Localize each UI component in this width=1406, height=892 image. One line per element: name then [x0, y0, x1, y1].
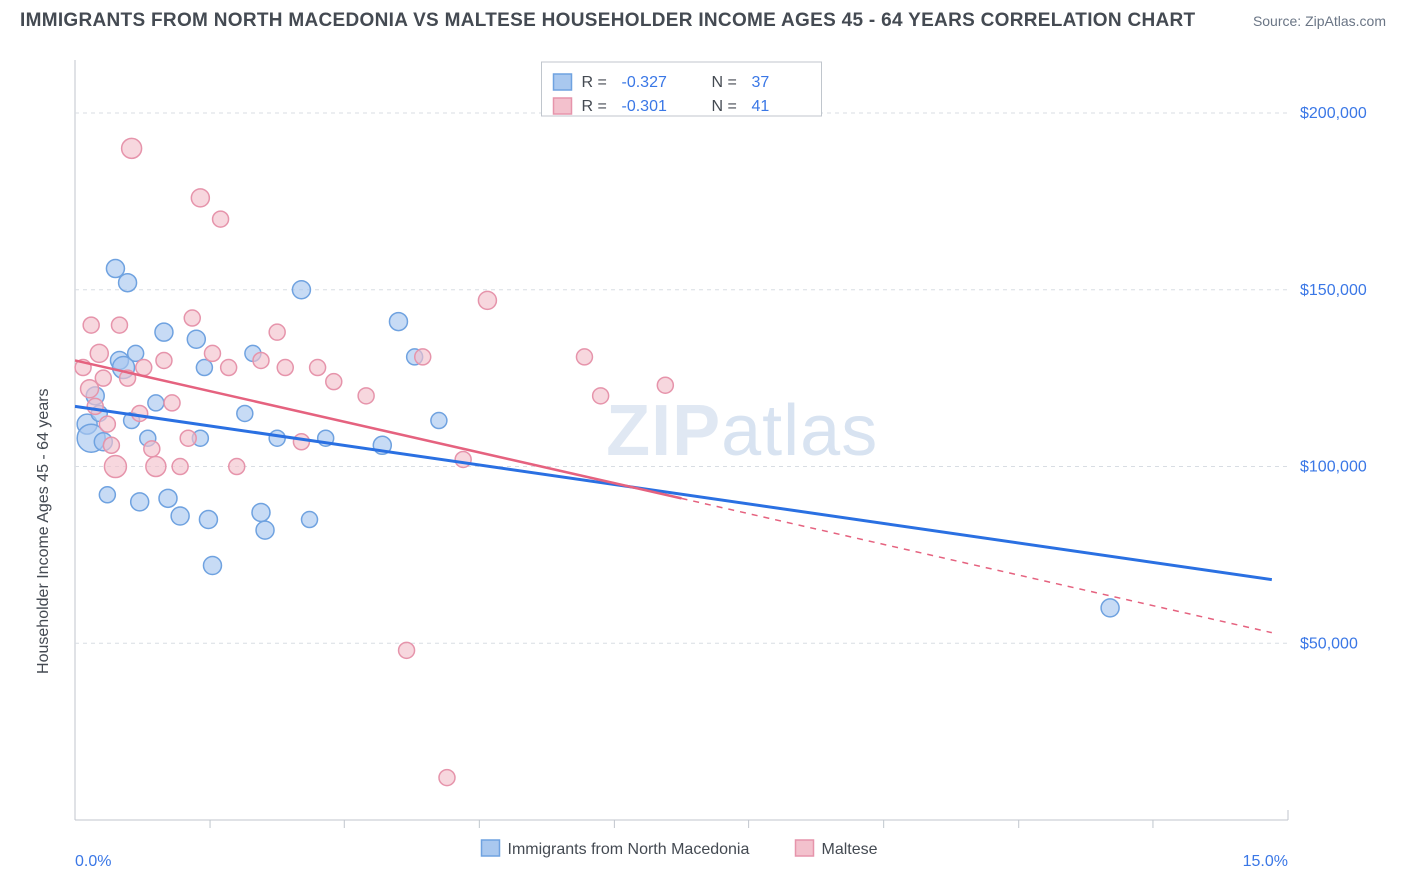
chart-area: $50,000 $100,000 $150,000 $200,000 0.0% 15.0%…	[20, 50, 1386, 872]
svg-text:R =: R =	[582, 98, 607, 115]
stats-legend: R = -0.327 N = 37 R = -0.301 N = 41	[542, 62, 822, 116]
svg-text:-0.301: -0.301	[622, 98, 667, 115]
series-immigrants-from-north-macedonia	[77, 260, 1119, 617]
svg-text:N =: N =	[712, 74, 737, 91]
source-attribution: Source: ZipAtlas.com	[1253, 13, 1386, 29]
legend-label: Immigrants from North Macedonia	[508, 841, 750, 858]
source-label: Source:	[1253, 13, 1301, 29]
y-tick-label: $50,000	[1300, 635, 1358, 652]
svg-text:-0.327: -0.327	[622, 74, 667, 91]
svg-text:N =: N =	[712, 98, 737, 115]
legend-label: Maltese	[822, 841, 878, 858]
svg-text:41: 41	[752, 98, 770, 115]
svg-text:R =: R =	[582, 74, 607, 91]
y-tick-label: $150,000	[1300, 282, 1367, 299]
y-axis-label: Householder Income Ages 45 - 64 years	[35, 388, 52, 674]
series-legend: Immigrants from North Macedonia Maltese	[482, 840, 878, 858]
x-tick-label: 0.0%	[75, 853, 111, 870]
y-tick-label: $200,000	[1300, 105, 1367, 122]
series-maltese	[75, 138, 673, 785]
svg-text:37: 37	[752, 74, 770, 91]
y-tick-label: $100,000	[1300, 459, 1367, 476]
source-name: ZipAtlas.com	[1305, 13, 1386, 29]
x-tick-label: 15.0%	[1243, 853, 1288, 870]
chart-title: IMMIGRANTS FROM NORTH MACEDONIA VS MALTE…	[20, 10, 1195, 32]
watermark: ZIPatlas	[606, 391, 878, 471]
